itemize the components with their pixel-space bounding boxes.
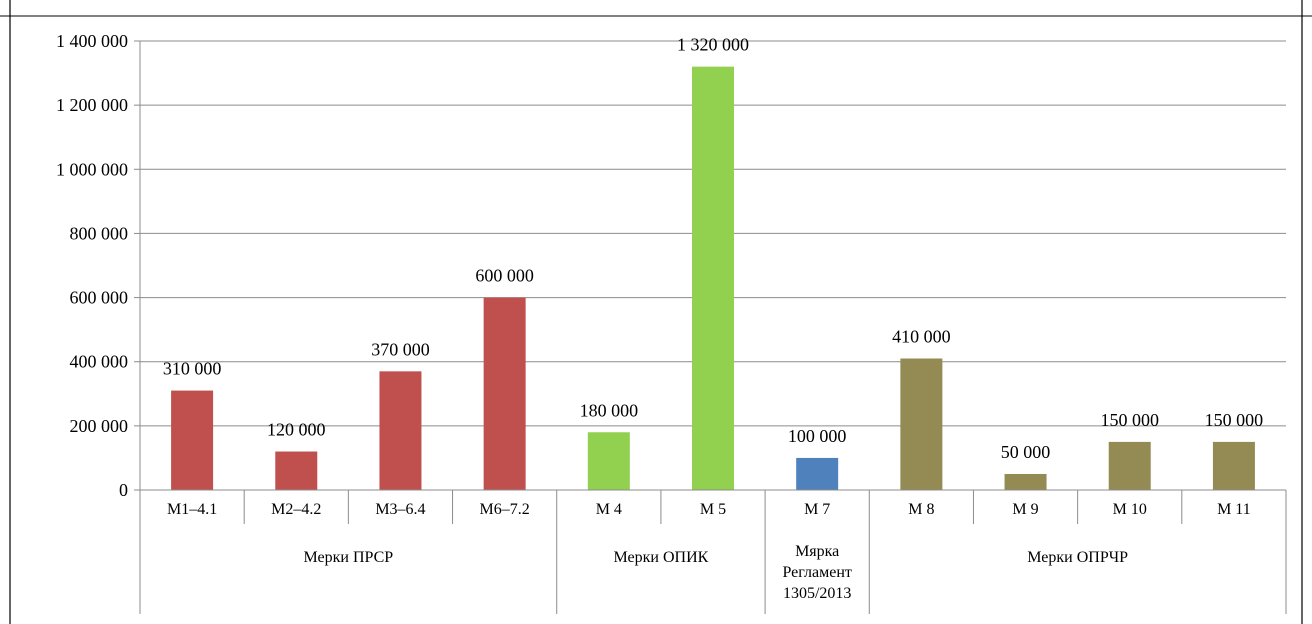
group-label: 1305/2013 <box>783 585 851 602</box>
bar <box>1108 441 1151 490</box>
y-tick-label: 400 000 <box>70 352 129 372</box>
y-tick-label: 1 200 000 <box>56 95 128 115</box>
data-label: 50 000 <box>1001 442 1051 462</box>
data-label: 600 000 <box>475 266 534 286</box>
bar <box>275 451 318 490</box>
bar <box>692 66 734 491</box>
y-tick-label: 200 000 <box>70 416 129 436</box>
x-category-label: M 11 <box>1217 501 1251 518</box>
bar <box>796 457 839 490</box>
data-label: 120 000 <box>267 420 326 440</box>
bar <box>587 432 630 490</box>
group-label: Мерки ОПИК <box>614 549 709 566</box>
axis-layer: 0 200 000 400 000 600 000 800 000 1 000 000 1 … <box>56 31 1287 614</box>
bars-layer <box>171 66 1255 491</box>
y-tick-label: 1 400 000 <box>56 31 128 51</box>
group-label: Регламент <box>782 564 851 581</box>
bar <box>900 358 943 490</box>
x-category-label: M 7 <box>804 501 830 518</box>
x-category-label: M 4 <box>596 501 622 518</box>
group-label: Мярка <box>795 543 839 560</box>
bar <box>483 297 526 490</box>
x-category-label: M3–6.4 <box>375 501 425 518</box>
data-label: 1 320 000 <box>677 35 749 55</box>
y-tick-label: 600 000 <box>70 288 129 308</box>
data-label: 150 000 <box>1100 410 1159 430</box>
data-label: 370 000 <box>371 339 430 359</box>
y-tick-label: 800 000 <box>70 223 129 243</box>
x-category-label: M1–4.1 <box>167 501 217 518</box>
data-label: 150 000 <box>1205 410 1264 430</box>
bar <box>379 371 422 490</box>
bar <box>1004 473 1047 490</box>
y-tick-label: 0 <box>119 480 128 500</box>
x-category-label: M 10 <box>1113 501 1147 518</box>
y-tick-label: 1 000 000 <box>56 159 128 179</box>
group-label: Мерки ОПРЧР <box>1027 549 1128 566</box>
data-label: 180 000 <box>580 400 639 420</box>
group-label: Мерки ПРСР <box>304 549 394 566</box>
bar <box>1212 441 1255 490</box>
x-category-label: M 9 <box>1012 501 1038 518</box>
x-category-label: M2–4.2 <box>271 501 321 518</box>
data-label: 410 000 <box>892 327 951 347</box>
bar <box>171 390 214 490</box>
x-category-label: M 5 <box>700 501 726 518</box>
labels-layer: 310 000 120 000 370 000 600 000 180 000 1 320… <box>163 35 1263 462</box>
x-category-label: M6–7.2 <box>480 501 530 518</box>
data-label: 100 000 <box>788 426 847 446</box>
x-category-label: M 8 <box>908 501 934 518</box>
data-label: 310 000 <box>163 359 222 379</box>
